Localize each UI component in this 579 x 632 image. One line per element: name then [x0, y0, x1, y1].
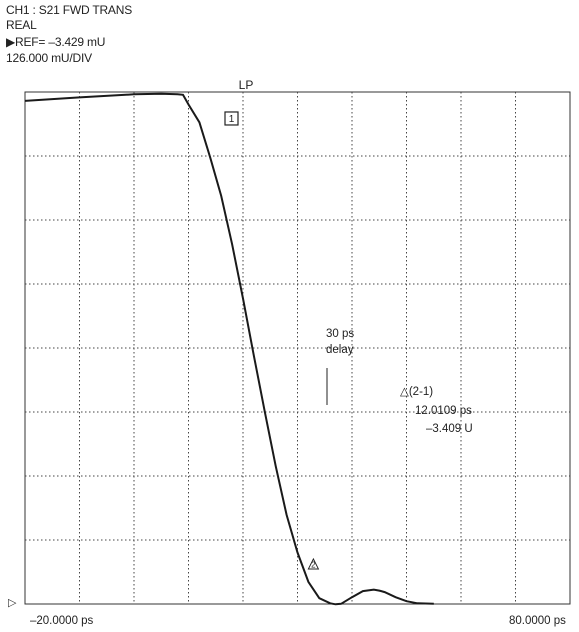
scale-per-division: 126.000 mU/DIV	[6, 51, 92, 65]
delta-marker-label: △(2-1)	[400, 386, 433, 398]
delta-time-readout: 12.0109 ps	[415, 405, 472, 417]
x-tick-label-start: –20.0000 ps	[30, 615, 94, 627]
reference-value: ▶REF= –3.429 mU	[6, 35, 106, 49]
marker-2-triangle	[307, 557, 320, 570]
format-label: REAL	[6, 18, 37, 32]
delay-annotation-line-2: delay	[326, 344, 354, 356]
marker-1: 1	[224, 111, 239, 126]
marker-1-label: 1	[229, 114, 235, 125]
x-tick-label-end: 80.0000 ps	[509, 615, 566, 627]
lp-label: LP	[239, 78, 254, 92]
series-line	[24, 92, 434, 606]
marker-2-label: 2	[311, 560, 316, 569]
delta-value-readout: –3.409 U	[426, 423, 473, 435]
reference-arrow-icon: ▷	[8, 596, 17, 609]
channel-title: CH1 : S21 FWD TRANS	[6, 3, 133, 17]
marker-1-box	[224, 111, 239, 126]
marker-2: 2	[307, 557, 320, 570]
grid	[25, 92, 570, 604]
delay-annotation-line-1: 30 ps	[326, 328, 354, 340]
